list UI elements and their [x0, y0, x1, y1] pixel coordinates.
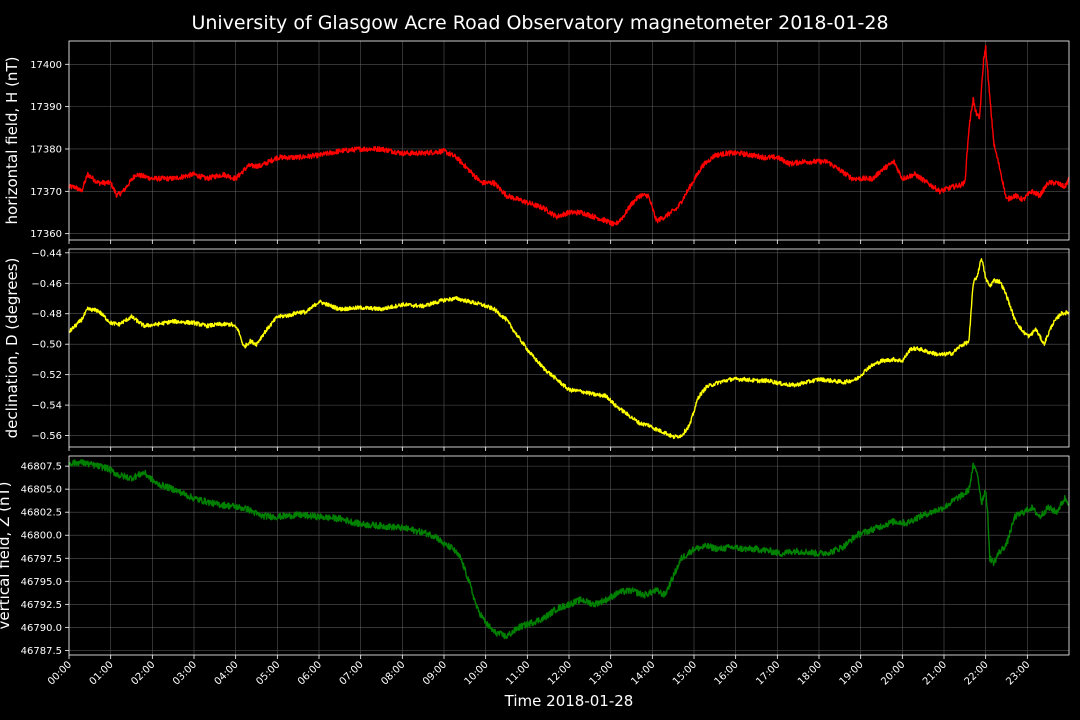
y-tick-label: 46795.0: [21, 577, 62, 588]
y-tick-label: −0.54: [31, 401, 62, 412]
x-tick-label: 15:00: [671, 659, 699, 687]
y-tick-label: −0.52: [31, 370, 62, 381]
y-tick-label: −0.46: [31, 279, 62, 290]
y-tick-label: 46792.5: [21, 600, 62, 611]
y-tick-label: 46787.5: [21, 646, 62, 657]
data-line-1: [68, 44, 1070, 227]
x-tick-label: 23:00: [1004, 659, 1032, 687]
panel-frame: [68, 40, 1070, 241]
x-tick-label: 18:00: [796, 659, 824, 687]
chart-title: University of Glasgow Acre Road Observat…: [191, 12, 888, 34]
y-tick-label: 17400: [30, 60, 62, 71]
y-tick-label: −0.48: [31, 309, 62, 320]
x-tick-label: 08:00: [379, 659, 407, 687]
y-tick-label: 17360: [30, 229, 62, 240]
x-tick-label: 12:00: [546, 659, 574, 687]
x-tick-label: 21:00: [921, 659, 949, 687]
y-tick-label: −0.44: [31, 248, 62, 259]
panel-1: 17360 17370 17380 17390 17400 horizontal fiel…: [3, 40, 1070, 244]
x-tick-label: 02:00: [129, 659, 157, 687]
x-tick-label: 11:00: [504, 659, 532, 687]
x-tick-label: 05:00: [254, 659, 282, 687]
y-tick-label: 46790.0: [21, 623, 62, 634]
x-tick-label: 07:00: [338, 659, 366, 687]
x-tick-label: 16:00: [713, 659, 741, 687]
x-tick-label: 19:00: [838, 659, 866, 687]
x-tick-label: 03:00: [171, 659, 199, 687]
x-tick-label: 09:00: [421, 659, 449, 687]
x-tick-label: 04:00: [213, 659, 241, 687]
x-tick-label: 00:00: [46, 659, 74, 687]
panel-3: 46787.5 46790.0 46792.5 46795.0 46797.5 46800…: [0, 455, 1070, 659]
x-tick-label: 22:00: [963, 659, 991, 687]
panel-2: −0.56 −0.54 −0.52 −0.50 −0.48 −0.46 −0.44 decli…: [3, 248, 1070, 451]
y-tick-label: 17370: [30, 187, 62, 198]
y-tick-label: 46805.0: [21, 485, 62, 496]
y-tick-label: 46797.5: [21, 554, 62, 565]
x-axis-label: Time 2018-01-28: [504, 692, 634, 710]
x-tick-labels: 00:00 01:00 02:00 03:00 04:00 05:00 06:00 07:00…: [46, 659, 1032, 687]
panel-frame: [68, 455, 1070, 656]
y-axis-label: vertical field, Z (nT): [0, 481, 13, 629]
y-tick-label: 46800.0: [21, 531, 62, 542]
y-tick-label: −0.56: [31, 431, 62, 442]
x-tick-label: 10:00: [463, 659, 491, 687]
y-tick-label: 46802.5: [21, 508, 62, 519]
data-line-2: [68, 258, 1070, 440]
y-tick-label: 17390: [30, 102, 62, 113]
x-tick-label: 20:00: [879, 659, 907, 687]
x-tick-label: 17:00: [754, 659, 782, 687]
y-tick-label: −0.50: [31, 340, 62, 351]
x-tick-label: 06:00: [296, 659, 324, 687]
y-tick-label: 17380: [30, 144, 62, 155]
panel-frame: [68, 248, 1070, 448]
x-tick-label: 14:00: [629, 659, 657, 687]
data-line-3: [68, 459, 1070, 640]
y-axis-label: horizontal field, H (nT): [3, 57, 21, 225]
x-tick-label: 13:00: [588, 659, 616, 687]
x-tick-label: 01:00: [88, 659, 116, 687]
y-axis-label: declination, D (degrees): [3, 258, 21, 439]
y-tick-label: 46807.5: [21, 462, 62, 473]
